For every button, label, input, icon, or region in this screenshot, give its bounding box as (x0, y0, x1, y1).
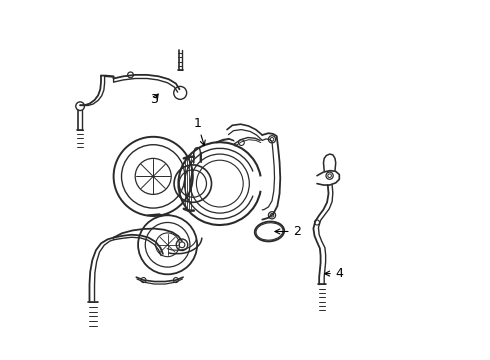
Text: 4: 4 (324, 267, 343, 280)
Text: 2: 2 (275, 225, 301, 238)
Text: 3: 3 (150, 93, 158, 106)
Text: 1: 1 (194, 117, 205, 145)
